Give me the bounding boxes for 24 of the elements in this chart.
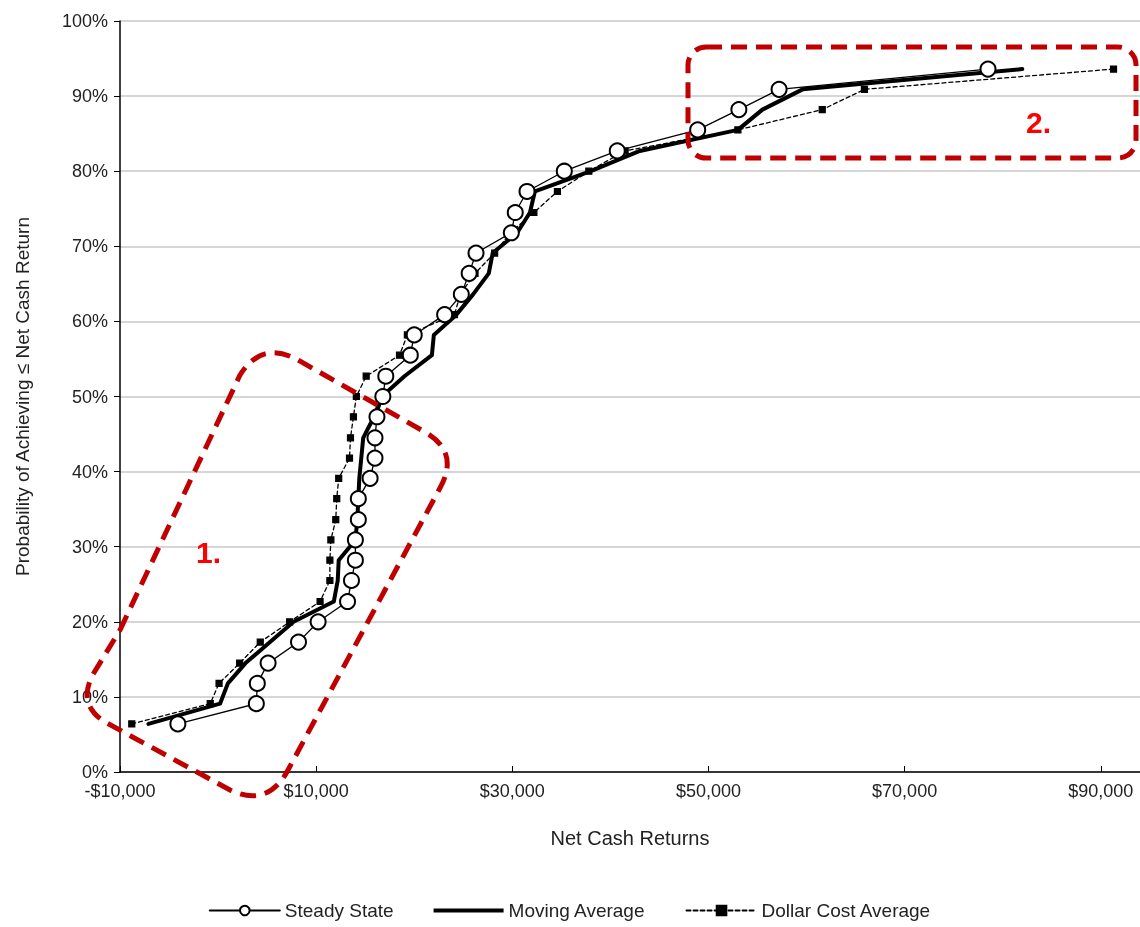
y-tick-label: 90% [71,86,108,107]
y-tick-label: 20% [71,611,108,632]
y-tick-label: 70% [71,236,108,257]
x-tick-label: $90,000 [1068,781,1134,801]
x-tick-label: $10,000 [283,781,349,801]
y-axis-title: Probability of Achieving ≤ Net Cash Return [12,217,33,576]
legend-label: Moving Average [508,900,645,921]
legend-label: Dollar Cost Average [761,900,931,921]
x-axis-title: Net Cash Returns [550,827,710,849]
y-tick-label: 40% [71,461,108,482]
legend-label: Steady State [284,900,394,921]
x-tick-label: -$10,000 [84,781,156,801]
annotation: 2. [1026,105,1052,139]
y-tick-label: 0% [81,762,108,782]
annotation: 1. [196,535,222,569]
x-tick-label: $50,000 [675,781,741,801]
y-tick-label: 80% [71,161,108,182]
y-tick-label: 100% [61,11,108,31]
y-tick-label: 60% [71,311,108,332]
y-tick-label: 50% [71,386,108,407]
y-tick-label: 10% [71,686,108,707]
x-tick-label: $30,000 [479,781,545,801]
y-tick-label: 30% [71,536,108,557]
x-tick-label: $70,000 [872,781,938,801]
